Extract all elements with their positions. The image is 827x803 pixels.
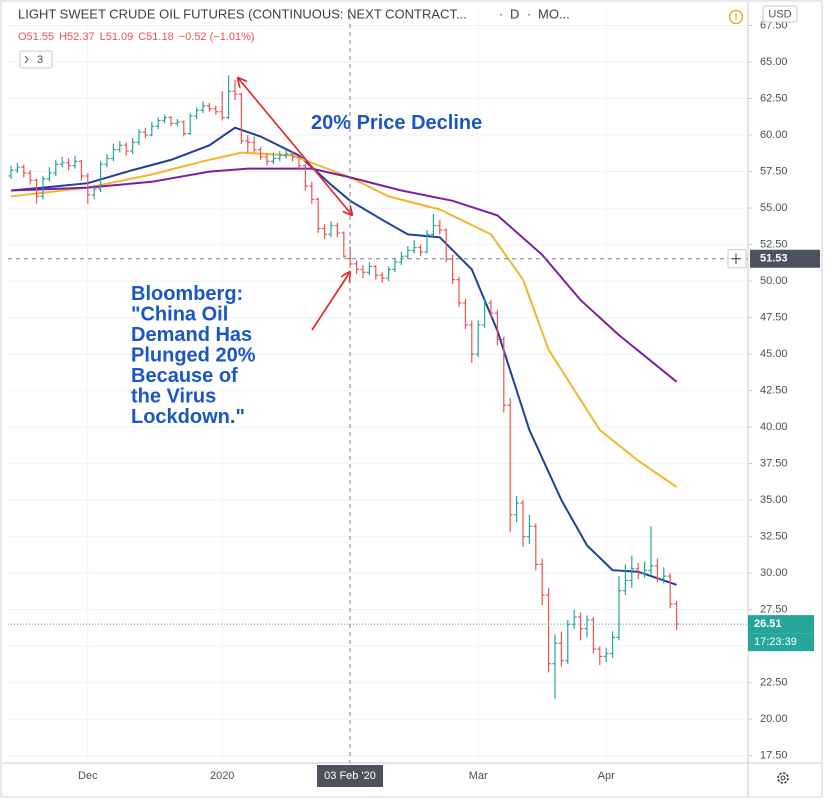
y-tick-label: 45.00	[760, 348, 788, 360]
x-tick-label: Mar	[469, 770, 488, 782]
interval: D	[510, 6, 519, 21]
overlays: 03 Feb '20 51.53 26.51 17:23:39 Bloomberg:"C…	[8, 8, 820, 787]
indicators-count: 3	[37, 54, 43, 66]
annotation-quote-line: Bloomberg:	[131, 283, 243, 305]
annotation-quote-line: Plunged 20%	[131, 345, 256, 367]
indicators-toggle[interactable]	[19, 50, 53, 69]
legend-value: L51.09	[100, 31, 134, 43]
y-tick-label: 60.00	[760, 129, 788, 141]
y-tick-label: 35.00	[760, 494, 788, 506]
y-tick-label: 17.50	[760, 750, 788, 762]
y-tick-label: 42.50	[760, 385, 788, 397]
arrow	[238, 78, 352, 215]
y-tick-label: 20.00	[760, 713, 788, 725]
y-tick-label: 32.50	[760, 531, 788, 543]
y-tick-label: 50.00	[760, 275, 788, 287]
crosshair-y-box	[750, 249, 820, 268]
annotation-quote-line: Because of	[131, 365, 238, 387]
last-price-label: 26.51	[754, 618, 782, 630]
x-tick-label: 2020	[210, 770, 234, 782]
y-tick-label: 52.50	[760, 238, 788, 250]
plot	[8, 75, 680, 699]
annotation-quote-line: Demand Has	[131, 324, 252, 346]
moving-average	[10, 151, 678, 488]
countdown-label: 17:23:39	[754, 636, 797, 648]
y-tick-label: 40.00	[760, 421, 788, 433]
settings-icon[interactable]	[777, 772, 789, 784]
annotation-quote-line: the Virus	[131, 386, 216, 408]
currency-box[interactable]	[762, 5, 798, 23]
y-tick-label: 30.00	[760, 567, 788, 579]
crosshair-x-label: 03 Feb '20	[324, 770, 376, 782]
chart-title: LIGHT SWEET CRUDE OIL FUTURES (CONTINUOU…	[18, 6, 467, 21]
y-tick-label: 55.00	[760, 202, 788, 214]
legend-value: −0.52 (−1.01%)	[179, 31, 255, 43]
crosshair-y-label: 51.53	[760, 253, 788, 265]
legend-value: C51.18	[138, 31, 173, 43]
ohlc-legend: O51.55 H52.37 L51.09 C51.18 −0.52 (−1.01%)	[18, 31, 255, 43]
x-tick-label: Dec	[78, 770, 98, 782]
y-tick-label: 22.50	[760, 677, 788, 689]
currency: USD	[768, 8, 791, 20]
annotation-quote-line: "China Oil	[131, 304, 228, 326]
y-tick-label: 65.00	[760, 56, 788, 68]
y-tick-label: 27.50	[760, 604, 788, 616]
legend-value: O51.55	[18, 31, 54, 43]
annotation-quote-line: Lockdown."	[131, 406, 245, 428]
settings-icon-center	[780, 775, 786, 781]
y-tick-label: 47.50	[760, 312, 788, 324]
crosshair-x-box	[317, 765, 383, 787]
y-tick-label: 37.50	[760, 458, 788, 470]
legend-value: H52.37	[59, 31, 94, 43]
countdown-box	[748, 633, 814, 652]
y-tick-label: 62.50	[760, 92, 788, 104]
chevron-icon	[24, 55, 29, 64]
grid: 17.5020.0022.5025.0027.5030.0032.5035.00…	[8, 8, 788, 782]
y-tick-label: 57.50	[760, 165, 788, 177]
last-price-box	[748, 615, 814, 634]
annotation-headline: 20% Price Decline	[311, 112, 482, 134]
warning-mark: !	[735, 12, 738, 22]
source: MO...	[538, 6, 570, 21]
moving-average	[10, 167, 678, 383]
x-tick-label: Apr	[598, 770, 615, 782]
warning-icon[interactable]	[728, 9, 744, 25]
moving-average	[10, 126, 677, 586]
arrow	[311, 272, 350, 331]
plus-icon	[731, 253, 741, 264]
separator: ·	[527, 6, 531, 21]
separator: ·	[499, 6, 503, 21]
